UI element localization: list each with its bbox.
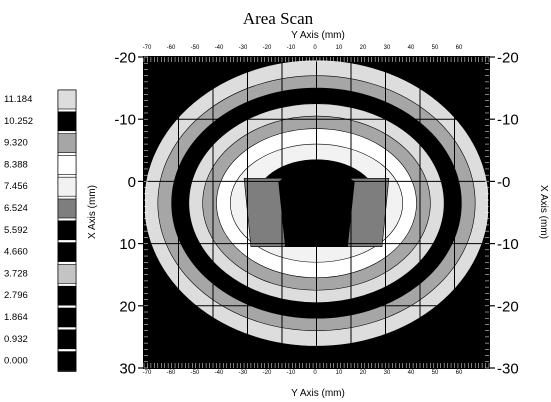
x-tick-label-top-8: 10	[336, 45, 343, 51]
x-tick-label-bottom-0: -70	[143, 370, 152, 376]
y-tick-label-left-2: 0	[128, 174, 136, 191]
legend-swatch-1	[57, 111, 77, 132]
legend-label-1: 10.252	[4, 116, 33, 127]
x-tick-label-top-11: 40	[408, 45, 415, 51]
x-tick-label-top-4: -30	[239, 45, 248, 51]
x-tick-label-top-7: 0	[313, 45, 317, 51]
legend-label-7: 4.660	[4, 247, 28, 258]
legend-label-12: 0.000	[4, 356, 28, 367]
x-tick-label-top-12: 50	[432, 45, 439, 51]
legend-swatch-11	[57, 329, 77, 350]
x-tick-label-bottom-8: 10	[336, 370, 343, 376]
x-tick-label-bottom-12: 50	[432, 370, 439, 376]
legend-swatch-12	[57, 351, 77, 371]
y-tick-label-left-3: 10	[119, 236, 136, 253]
bottom-axis-title: Y Axis (mm)	[291, 388, 345, 399]
x-tick-label-bottom-5: -20	[263, 370, 272, 376]
x-tick-label-bottom-6: -10	[287, 370, 296, 376]
legend-swatch-10	[57, 307, 77, 328]
legend-label-0: 11.184	[4, 94, 32, 105]
x-tick-label-top-2: -50	[191, 45, 200, 51]
y-tick-label-left-4: 20	[119, 298, 136, 315]
legend-swatch-4	[57, 176, 77, 197]
x-tick-label-top-1: -60	[167, 45, 176, 51]
y-tick-label-right-3: -10	[497, 236, 519, 253]
x-tick-label-bottom-7: 0	[313, 370, 317, 376]
left-axis-title: X Axis (mm)	[87, 185, 98, 239]
x-tick-label-bottom-11: 40	[408, 370, 415, 376]
legend-label-4: 7.456	[4, 181, 28, 192]
x-tick-label-top-6: -10	[287, 45, 296, 51]
y-tick-label-right-4: -20	[497, 298, 519, 315]
y-tick-label-right-0: -20	[497, 50, 519, 67]
tick-group: -20 -20 -10 -10 0 -0 10 -10 20 -20 30 -30 -70 -60 -50 -…	[114, 45, 518, 378]
legend-swatch-5	[57, 198, 77, 219]
x-tick-label-top-3: -40	[215, 45, 224, 51]
x-tick-label-bottom-10: 30	[384, 370, 391, 376]
legend-label-10: 1.864	[4, 312, 28, 323]
top-axis-title: Y Axis (mm)	[291, 30, 345, 41]
chart-title: Area Scan	[243, 9, 314, 28]
legend-label-11: 0.932	[4, 334, 28, 345]
right-axis-title: X Axis (mm)	[538, 185, 549, 239]
y-tick-label-left-5: 30	[119, 361, 136, 378]
legend-swatch-7	[57, 242, 77, 262]
x-tick-label-top-5: -20	[263, 45, 272, 51]
x-tick-label-bottom-3: -40	[215, 370, 224, 376]
legend-swatch-3	[57, 155, 77, 175]
x-tick-label-bottom-9: 20	[360, 370, 367, 376]
y-tick-label-left-0: -20	[114, 50, 136, 67]
y-tick-label-right-1: -10	[497, 112, 519, 129]
legend-label-2: 9.320	[4, 138, 28, 149]
y-tick-label-right-5: -30	[497, 361, 519, 378]
legend-swatch-9	[57, 285, 77, 306]
x-tick-label-top-13: 60	[456, 45, 463, 51]
y-tick-label-right-2: -0	[497, 174, 510, 191]
legend-label-9: 2.796	[4, 290, 28, 301]
legend-label-8: 3.728	[4, 268, 28, 279]
legend-label-6: 5.592	[4, 225, 28, 236]
x-tick-label-top-9: 20	[360, 45, 367, 51]
legend: 11.184 10.252 9.320 8.388 7.456 6.524 5.592 4.6…	[4, 89, 77, 372]
x-tick-label-top-0: -70	[143, 45, 152, 51]
y-tick-label-left-1: -10	[114, 112, 136, 129]
x-tick-label-bottom-4: -30	[239, 370, 248, 376]
legend-swatch-0	[57, 89, 77, 110]
x-tick-label-bottom-13: 60	[456, 370, 463, 376]
x-tick-label-top-10: 30	[384, 45, 391, 51]
legend-swatch-8	[57, 264, 77, 284]
x-tick-label-bottom-1: -60	[167, 370, 176, 376]
legend-swatch-6	[57, 220, 77, 241]
grid-lines	[144, 57, 489, 368]
x-tick-label-bottom-2: -50	[191, 370, 200, 376]
legend-label-3: 8.388	[4, 159, 28, 170]
legend-label-5: 6.524	[4, 203, 28, 214]
legend-swatch-2	[57, 133, 77, 153]
